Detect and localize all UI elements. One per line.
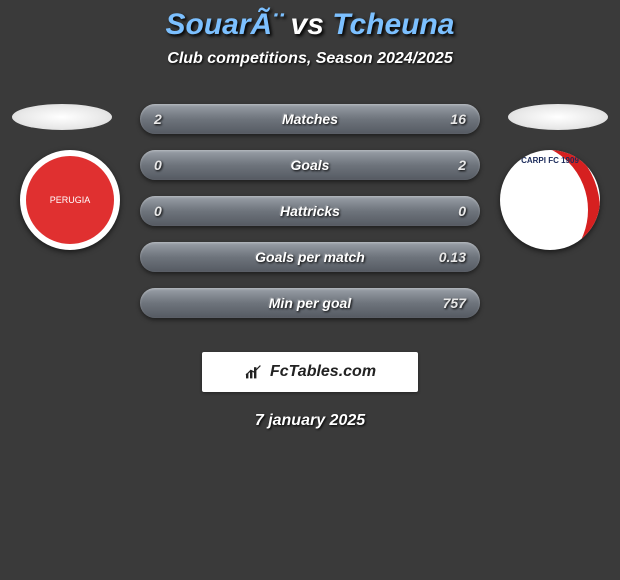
date-text: 7 january 2025 <box>0 412 620 430</box>
crest-right-swoosh <box>500 150 600 250</box>
stat-right-value: 16 <box>450 111 466 127</box>
stat-label: Hattricks <box>280 203 340 219</box>
stat-left-value: 0 <box>154 203 162 219</box>
stat-label: Goals <box>291 157 330 173</box>
subtitle: Club competitions, Season 2024/2025 <box>0 50 620 68</box>
stat-row-matches: 2 Matches 16 <box>140 104 480 134</box>
stat-right-value: 2 <box>458 157 466 173</box>
stat-left-value: 0 <box>154 157 162 173</box>
stat-label: Matches <box>282 111 338 127</box>
page-title: SouarÃ¨ vs Tcheuna <box>0 8 620 42</box>
player-right-oval <box>508 104 608 130</box>
crest-left-label: PERUGIA <box>34 164 106 236</box>
chart-icon <box>244 364 264 380</box>
stat-row-min-per-goal: Min per goal 757 <box>140 288 480 318</box>
player-left-name: SouarÃ¨ <box>166 8 283 41</box>
stat-row-goals: 0 Goals 2 <box>140 150 480 180</box>
stat-left-value: 2 <box>154 111 162 127</box>
stats-region: PERUGIA CARPI FC 1909 2 Matches 16 0 Goa… <box>0 98 620 338</box>
club-crest-left: PERUGIA <box>20 150 120 250</box>
crest-right-label: CARPI FC 1909 <box>500 156 600 165</box>
brand-link[interactable]: FcTables.com <box>202 352 418 392</box>
stat-row-goals-per-match: Goals per match 0.13 <box>140 242 480 272</box>
comparison-card: SouarÃ¨ vs Tcheuna Club competitions, Se… <box>0 0 620 430</box>
stat-right-value: 0 <box>458 203 466 219</box>
vs-text: vs <box>291 8 324 41</box>
stat-label: Goals per match <box>255 249 365 265</box>
stat-row-hattricks: 0 Hattricks 0 <box>140 196 480 226</box>
stats-list: 2 Matches 16 0 Goals 2 0 Hattricks 0 Goa… <box>140 104 480 334</box>
stat-right-value: 0.13 <box>439 249 466 265</box>
brand-text: FcTables.com <box>270 363 376 381</box>
club-crest-right: CARPI FC 1909 <box>500 150 600 250</box>
stat-right-value: 757 <box>443 295 466 311</box>
player-right-name: Tcheuna <box>332 8 454 41</box>
stat-label: Min per goal <box>269 295 351 311</box>
player-left-oval <box>12 104 112 130</box>
